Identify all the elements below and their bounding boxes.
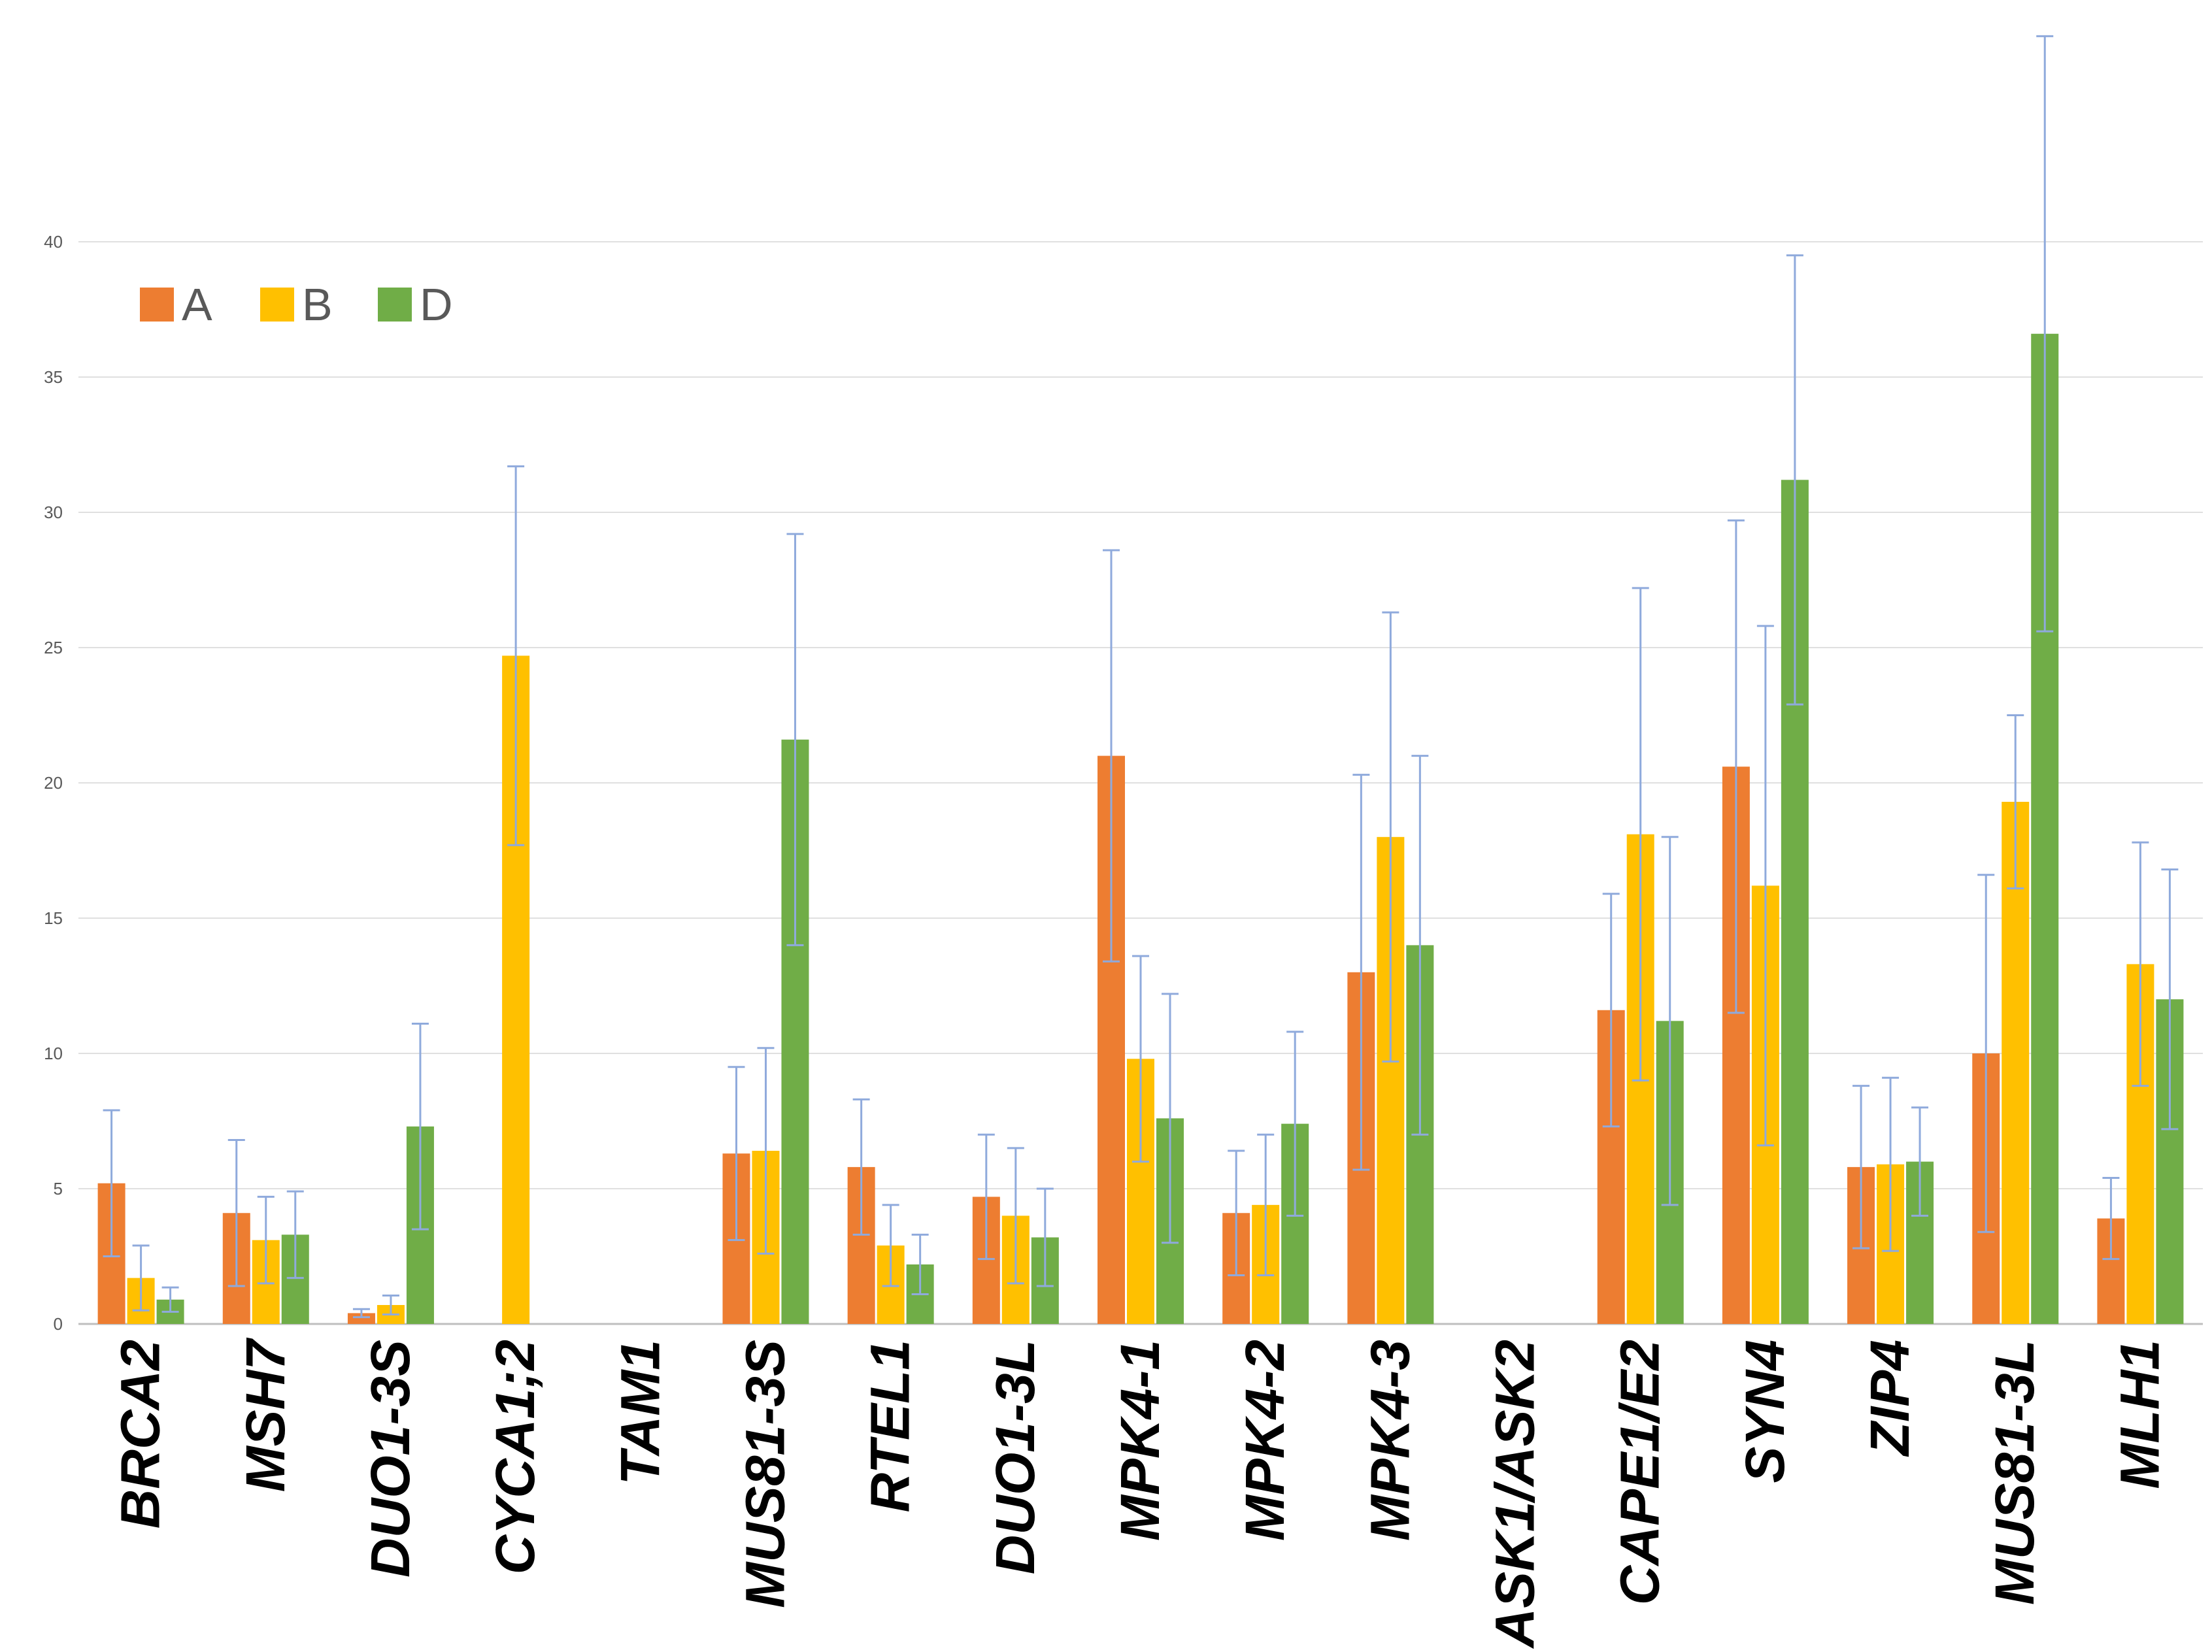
legend-label: A (182, 279, 212, 330)
error-bar-B-SYN4 (1756, 625, 1774, 1147)
y-tick-label: 10 (44, 1044, 63, 1063)
legend-swatch (378, 288, 412, 322)
error-bar-A-SYN4 (1727, 519, 1745, 1014)
error-bar-D-MLH1 (2161, 868, 2179, 1131)
error-bar-B-DUO1-3L (1007, 1147, 1024, 1285)
y-tick-label: 5 (54, 1179, 63, 1198)
y-tick-label: 20 (44, 773, 63, 793)
legend-entry-A: A (140, 279, 212, 330)
error-bar-D-MSH7 (286, 1190, 304, 1280)
x-tick-label: MUS81-3L (1984, 1340, 2045, 1605)
x-tick-label: ZIP4 (1859, 1340, 1920, 1457)
error-bar-B-DUO1-3S (382, 1295, 399, 1316)
y-tick-label: 0 (54, 1314, 63, 1334)
error-bar-A-MPK4-1 (1103, 549, 1120, 963)
x-tick-label: RTEL1 (860, 1340, 921, 1513)
error-bar-A-DUO1-3S (352, 1308, 370, 1319)
bar-A-DUO1-3S (347, 1313, 375, 1324)
error-bar-D-MUS81-3L (2036, 35, 2054, 633)
x-tick-label: MPK4-3 (1359, 1340, 1420, 1541)
error-bar-A-CAPE1/E2 (1602, 893, 1620, 1128)
x-tick-label: MUS81-3S (734, 1340, 796, 1608)
x-tick-label: CYCA1;2 (484, 1340, 546, 1574)
error-bar-B-CYCA1;2 (507, 465, 525, 846)
error-bar-D-BRCA2 (161, 1286, 179, 1313)
y-axis: 0 5 10 15 20 25 30 35 40 (44, 232, 63, 1334)
error-bar-B-MPK4-3 (1382, 611, 1399, 1063)
error-bar-D-SYN4 (1786, 254, 1803, 706)
error-bar-B-MPK4-1 (1132, 955, 1149, 1163)
error-bar-B-BRCA2 (132, 1244, 150, 1312)
error-bar-A-MSH7 (227, 1138, 245, 1287)
error-bar-A-MPK4-3 (1352, 774, 1370, 1171)
error-bar-A-BRCA2 (103, 1109, 120, 1257)
error-bar-A-ZIP4 (1852, 1085, 1870, 1249)
error-bar-A-DUO1-3L (977, 1133, 995, 1261)
error-bar-B-MUS81-3L (2007, 714, 2024, 889)
y-tick-label: 15 (44, 908, 63, 928)
error-bar-A-MUS81-3S (728, 1066, 745, 1242)
y-tick-label: 30 (44, 503, 63, 522)
error-bar-D-DUO1-3L (1036, 1187, 1054, 1287)
x-tick-label: MPK4-2 (1234, 1340, 1296, 1541)
legend-entry-D: D (378, 279, 453, 330)
error-bar-A-MPK4-2 (1228, 1149, 1245, 1276)
x-tick-label: MPK4-1 (1109, 1340, 1171, 1541)
error-bar-B-CAPE1/E2 (1632, 587, 1649, 1082)
x-tick-label: ASK1/ASK2 (1484, 1340, 1546, 1649)
x-tick-label: DUO1-3S (360, 1340, 421, 1578)
y-tick-label: 25 (44, 638, 63, 657)
x-tick-label: BRCA2 (110, 1340, 171, 1528)
error-bar-D-RTEL1 (911, 1233, 929, 1295)
error-bar-B-MSH7 (257, 1195, 275, 1285)
x-axis: BRCA2 MSH7 DUO1-3S CYCA1;2 TAM1 MUS81-3S RTEL1… (110, 1338, 2171, 1649)
error-bar-D-DUO1-3S (411, 1022, 429, 1231)
error-bar-B-MLH1 (2132, 841, 2149, 1087)
error-bar-D-MPK4-3 (1411, 755, 1429, 1136)
error-bar-D-ZIP4 (1911, 1106, 1929, 1217)
x-tick-label: MSH7 (235, 1338, 296, 1493)
legend-entry-B: B (260, 279, 333, 330)
error-bar-A-MUS81-3L (1977, 874, 1995, 1233)
legend-label: D (420, 279, 453, 330)
error-bar-D-MPK4-1 (1162, 993, 1179, 1244)
error-bar-B-ZIP4 (1882, 1076, 1900, 1252)
error-bar-A-MLH1 (2102, 1176, 2120, 1261)
legend-label: B (302, 279, 333, 330)
x-tick-label: DUO1-3L (984, 1340, 1046, 1574)
error-bar-D-CAPE1/E2 (1661, 836, 1679, 1206)
error-bar-A-RTEL1 (852, 1098, 870, 1236)
x-tick-label: TAM1 (609, 1340, 671, 1485)
legend-swatch (260, 288, 294, 322)
error-bar-B-MPK4-2 (1257, 1133, 1275, 1276)
error-bar-B-MUS81-3S (757, 1047, 775, 1255)
x-tick-label: CAPE1/E2 (1609, 1340, 1671, 1605)
x-tick-label: SYN4 (1734, 1340, 1796, 1483)
error-bar-D-MPK4-2 (1286, 1031, 1304, 1217)
x-tick-label: MLH1 (2109, 1340, 2170, 1489)
error-bar-D-MUS81-3S (786, 533, 804, 946)
error-bars (103, 35, 2179, 1319)
legend-swatch (140, 288, 174, 322)
y-tick-label: 40 (44, 232, 63, 252)
y-tick-label: 35 (44, 367, 63, 387)
error-bar-B-RTEL1 (882, 1204, 899, 1287)
bars (97, 333, 2184, 1324)
